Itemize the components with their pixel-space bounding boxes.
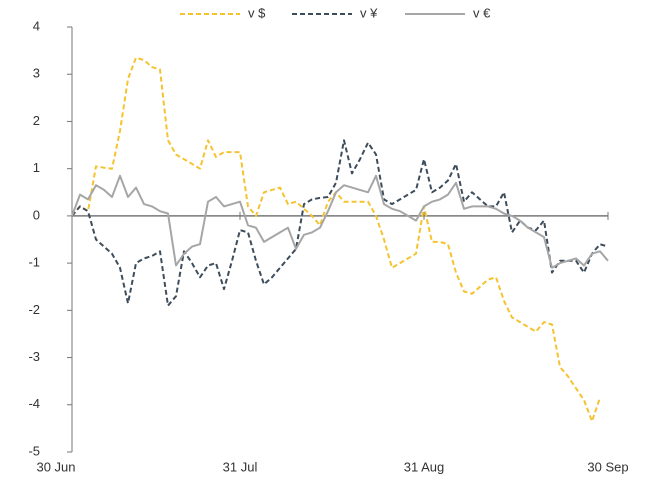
y-tick-label: -4 — [28, 396, 40, 411]
y-tick-label: 0 — [33, 207, 40, 222]
legend-label: v ¥ — [360, 5, 378, 20]
series-line — [71, 139, 609, 307]
y-tick-label: -2 — [28, 302, 40, 317]
y-tick-label: 4 — [33, 18, 40, 33]
x-tick-label: 30 Sep — [587, 459, 628, 474]
x-tick-label: 31 Jul — [223, 459, 258, 474]
y-tick-label: -1 — [28, 255, 40, 270]
series-line — [71, 174, 609, 269]
legend-label: v € — [473, 5, 491, 20]
y-tick-label: 3 — [33, 66, 40, 81]
y-tick-label: -5 — [28, 443, 40, 458]
legend-label: v $ — [248, 5, 266, 20]
y-tick-label: -3 — [28, 349, 40, 364]
y-tick-label: 2 — [33, 113, 40, 128]
x-tick-label: 31 Aug — [404, 459, 445, 474]
series-line — [71, 56, 601, 423]
y-tick-label: 1 — [33, 160, 40, 175]
x-tick-label: 30 Jun — [36, 459, 75, 474]
